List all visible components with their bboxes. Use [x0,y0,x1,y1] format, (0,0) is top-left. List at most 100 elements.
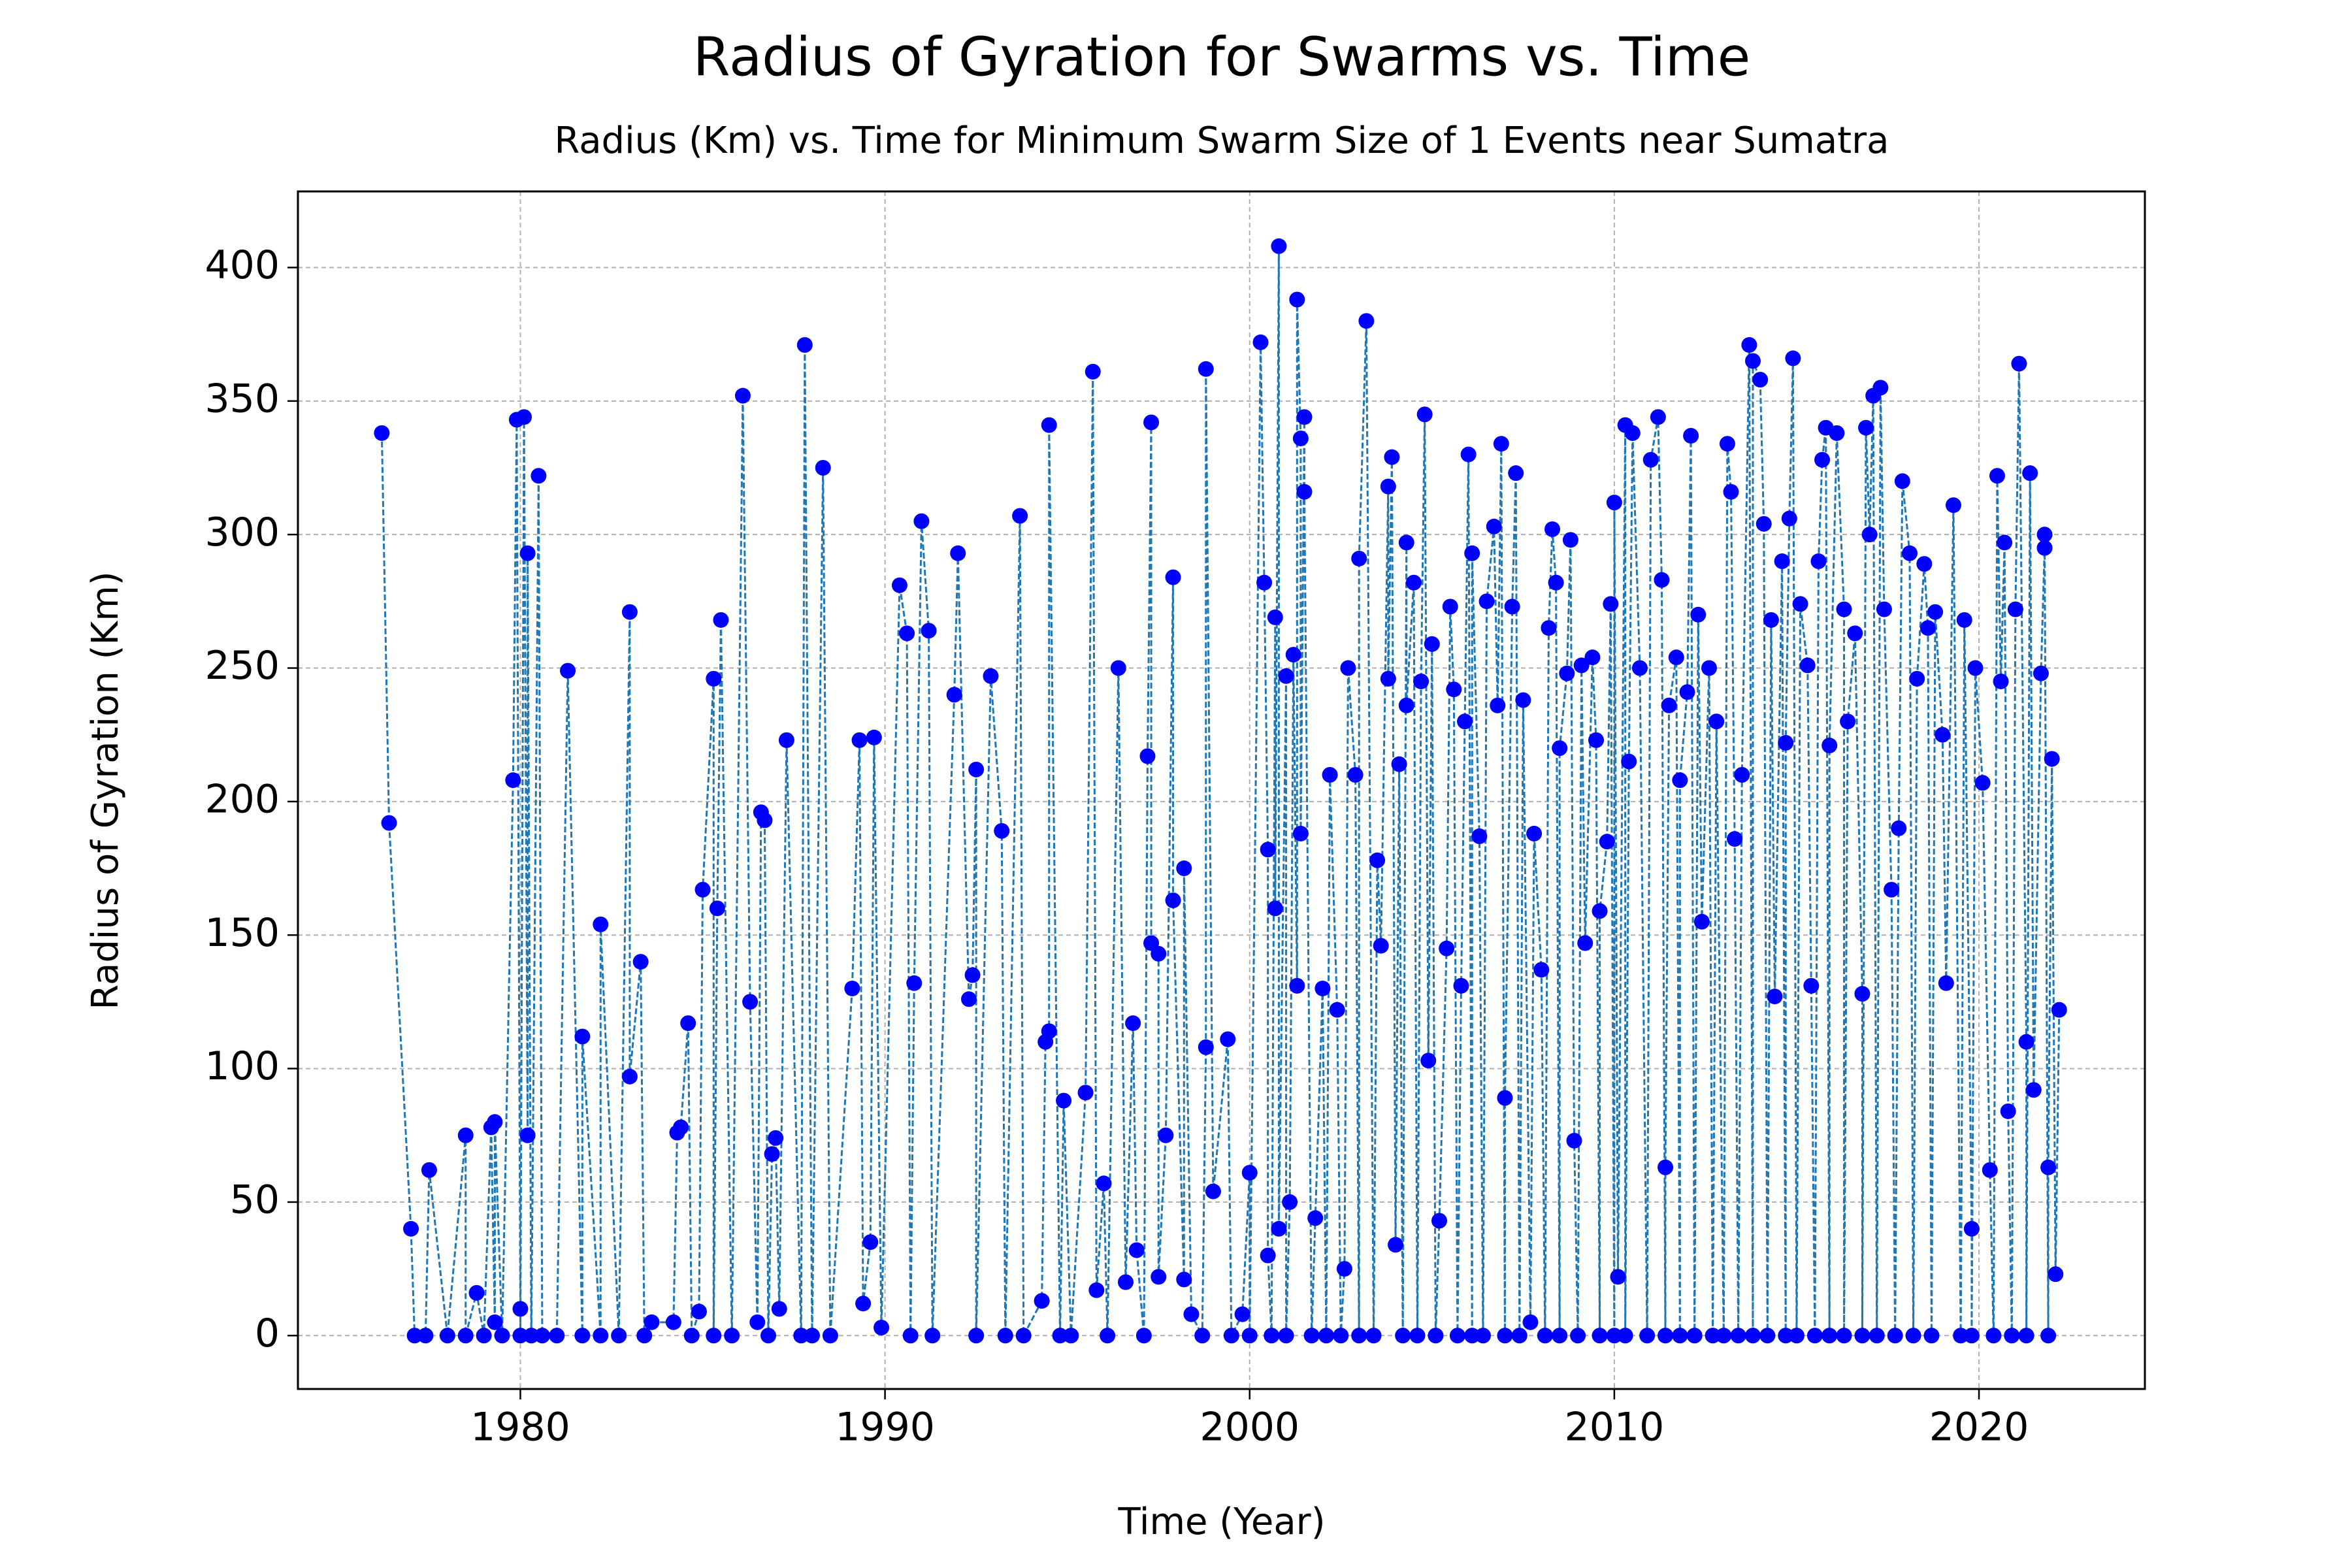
data-point [1840,713,1856,730]
data-point [1128,1242,1145,1258]
data-point [1723,483,1739,500]
data-point [1526,825,1543,841]
data-point [1278,1328,1294,1344]
data-point [1358,313,1375,329]
data-point [2000,1103,2016,1119]
data-point [1336,1261,1352,1277]
data-point [768,1130,784,1146]
data-point [924,1328,941,1344]
data-point [1439,940,1455,956]
data-point [2036,527,2053,543]
data-point [1460,446,1477,463]
data-point [1810,553,1827,570]
data-point [1654,572,1670,588]
data-point [1292,431,1309,447]
x-tick-label: 2000 [1200,1405,1299,1450]
data-point [1963,1328,1980,1344]
data-point [1642,451,1659,468]
data-point [778,732,794,748]
data-point [1034,1293,1050,1309]
data-point [374,425,390,441]
chart-title: Radius of Gyration for Swarms vs. Time [693,26,1750,88]
data-point [1015,1328,1032,1344]
data-point [523,1328,540,1344]
data-point [1799,657,1816,674]
y-tick-label: 150 [204,910,280,956]
data-point [1690,606,1707,623]
data-point [1135,1328,1152,1344]
data-point [632,954,649,970]
data-point [1854,1328,1870,1344]
data-point [1012,508,1028,524]
data-point [1577,935,1593,951]
data-point [1464,545,1480,561]
data-point [1125,1015,1141,1032]
data-point [1515,692,1531,708]
data-point [815,460,831,476]
data-point [2018,1328,2034,1344]
data-point [994,823,1010,839]
data-point [1380,478,1396,495]
data-point [1734,767,1750,783]
data-point [1490,697,1506,713]
data-point [1380,670,1396,687]
data-point [1282,1194,1298,1210]
data-point [381,815,397,831]
data-point [1617,1328,1633,1344]
data-point [1497,1328,1513,1344]
data-point [1285,647,1301,663]
data-point [862,1234,879,1250]
data-point [1693,913,1710,930]
data-point [1318,1328,1334,1344]
data-point [1096,1175,1112,1192]
data-point [1292,825,1309,841]
data-point [764,1146,780,1162]
data-point [1774,553,1790,570]
data-point [1041,417,1057,433]
y-tick-label: 100 [204,1043,280,1089]
data-point [1351,1328,1367,1344]
data-point [1559,665,1575,681]
data-point [621,1068,638,1085]
data-point [1391,756,1407,772]
data-point [1537,1328,1553,1344]
data-point [512,1328,529,1344]
data-point [1478,593,1495,610]
data-point [1333,1328,1349,1344]
data-point [2040,1328,2057,1344]
data-point [593,916,609,932]
data-point [519,1127,536,1143]
data-point [1658,1159,1674,1175]
data-point [1744,1328,1761,1344]
data-point [757,812,773,828]
data-point [1708,713,1725,730]
data-point [1803,977,1820,994]
data-point [1234,1306,1250,1322]
data-point [1493,436,1509,452]
data-point [874,1320,890,1335]
data-point [1541,620,1557,636]
data-point [1398,534,1414,551]
data-point [1861,527,1878,543]
data-point [1220,1031,1236,1047]
data-point [1592,1328,1608,1344]
data-point [997,1328,1013,1344]
data-point [1241,1164,1258,1181]
y-tick-label: 300 [204,510,280,555]
data-point [1985,1328,2002,1344]
data-point [1668,649,1684,666]
data-point [1573,657,1590,674]
data-point [1552,1328,1568,1344]
data-point [771,1301,787,1317]
data-point [2040,1159,2057,1175]
data-point [1767,988,1783,1005]
x-axis-label: Time (Year) [1117,1501,1325,1543]
data-point [2025,1082,2042,1098]
data-point [1603,596,1619,612]
data-point [1716,1328,1732,1344]
data-point [1588,732,1604,748]
y-tick-label: 400 [204,242,280,288]
data-point [406,1328,423,1344]
data-point [1639,1328,1656,1344]
data-point [1887,1328,1903,1344]
